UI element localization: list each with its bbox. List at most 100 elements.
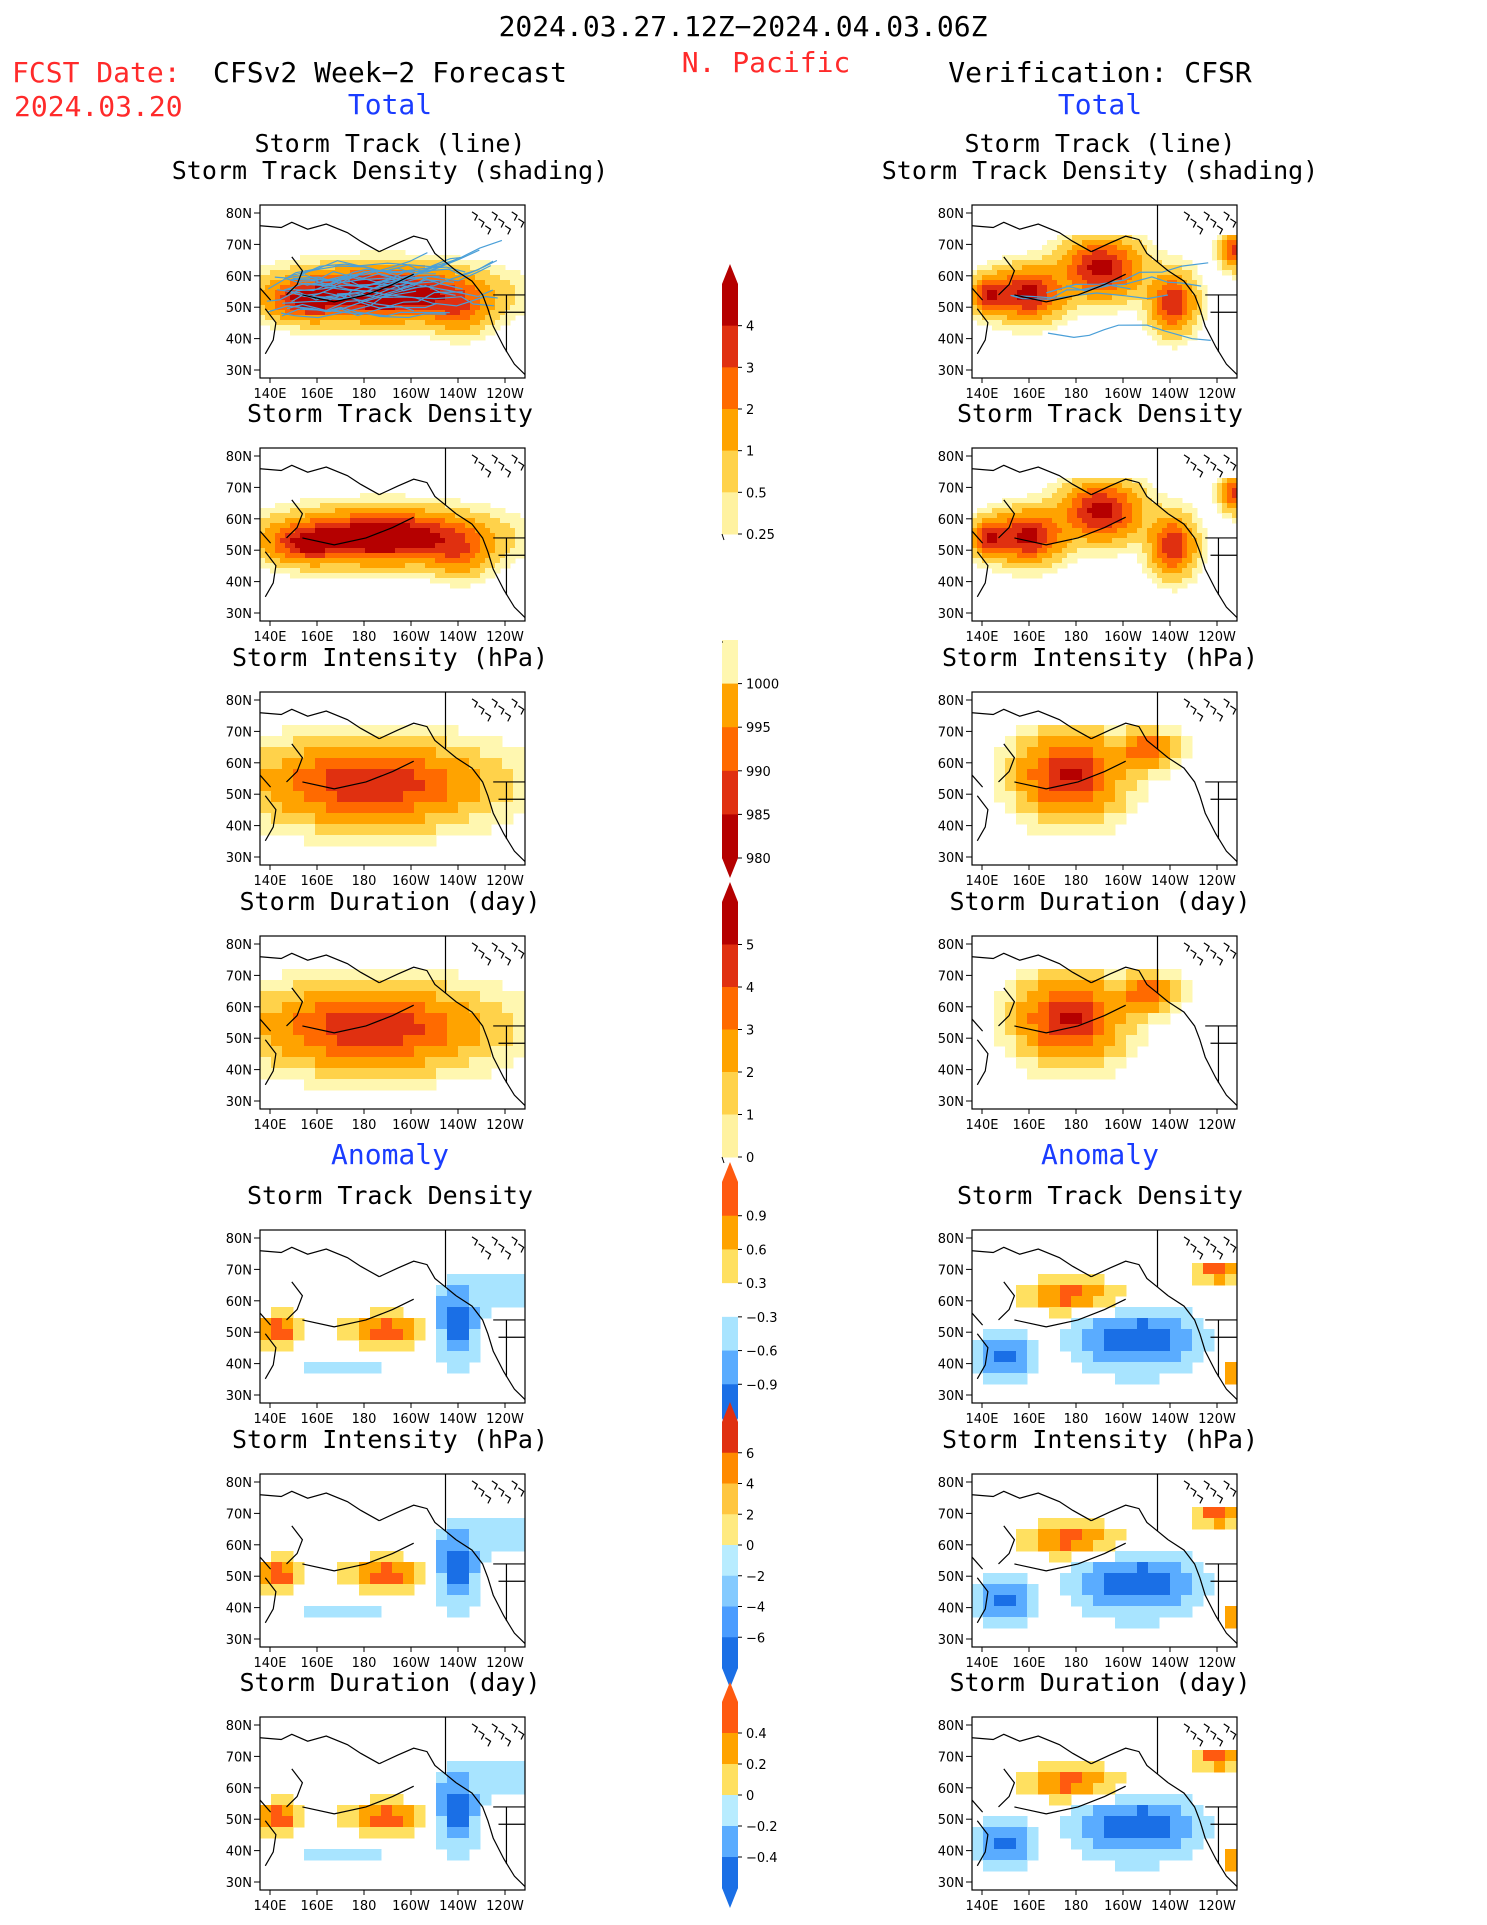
lon-tick-label: 180 — [352, 1118, 377, 1133]
coastline — [972, 205, 1237, 375]
lat-tick-label: 30N — [226, 1095, 252, 1110]
lat-tick-label: 50N — [226, 301, 252, 316]
lon-tick-label: 140E — [253, 1118, 286, 1133]
lat-tick-label: 60N — [226, 513, 252, 528]
lat-tick-label: 50N — [938, 1570, 964, 1585]
lat-tick-label: 80N — [226, 1719, 252, 1734]
lat-tick-label: 40N — [938, 1845, 964, 1860]
lat-tick-label: 80N — [226, 694, 252, 709]
shading — [260, 1518, 525, 1618]
lat-tick-label: 80N — [938, 207, 964, 222]
colorbar-label: −0.2 — [746, 1820, 778, 1835]
panel-title-line: Storm Duration (day) — [949, 1668, 1251, 1697]
map-area — [972, 1717, 1237, 1887]
lat-tick-label: 70N — [938, 238, 964, 253]
panel-title-line: Storm Track (line) — [964, 129, 1236, 158]
lon-tick-label: 180 — [352, 1412, 377, 1427]
panel-title-line: Storm Intensity (hPa) — [231, 1425, 549, 1454]
colorbar-label: −0.3 — [746, 1311, 778, 1326]
lon-tick-label: 160E — [1012, 1412, 1045, 1427]
colorbar-label: 6 — [746, 1447, 754, 1462]
shading — [972, 478, 1237, 594]
colorbar-label: 0.3 — [746, 1277, 767, 1292]
panel-title-duration-verification: Storm Duration (day) — [949, 888, 1250, 915]
colorbar-swatch — [722, 987, 738, 1030]
coastline — [260, 448, 525, 618]
lon-tick-label: 160E — [300, 1899, 333, 1914]
panel-title-anom-intensity-forecast: Storm Intensity (hPa) — [232, 1426, 548, 1453]
colorbar-top-arrow — [722, 1402, 738, 1422]
colorbar-label: −6 — [746, 1631, 765, 1646]
panel-title-line: Storm Track (line) — [254, 129, 526, 158]
map-area — [260, 1474, 525, 1644]
lon-tick-label: 140W — [1151, 874, 1189, 889]
lon-tick-label: 160E — [300, 387, 333, 402]
lon-tick-label: 120W — [486, 1412, 524, 1427]
panel-title-anom-duration-forecast: Storm Duration (day) — [239, 1669, 540, 1696]
lat-tick-label: 60N — [226, 757, 252, 772]
colorbar-swatch — [722, 1826, 738, 1858]
colorbar-bottom-arrow — [722, 858, 738, 878]
lat-tick-label: 80N — [226, 1232, 252, 1247]
lon-tick-label: 160W — [392, 387, 430, 402]
lat-tick-label: 50N — [226, 1813, 252, 1828]
map-frame — [259, 691, 526, 866]
lon-tick-label: 120W — [1198, 387, 1236, 402]
shading — [260, 725, 525, 847]
lon-tick-label: 140E — [965, 1899, 998, 1914]
colorbar-swatch — [722, 1483, 738, 1515]
lon-tick-label: 180 — [1064, 1656, 1089, 1671]
lon-tick-label: 140E — [965, 387, 998, 402]
colorbar-swatch — [722, 1182, 738, 1217]
lon-tick-label: 160E — [300, 874, 333, 889]
colorbar-swatch — [722, 367, 738, 410]
colorbar-top-arrow — [722, 1682, 738, 1702]
colorbar-swatch — [722, 1637, 738, 1669]
colorbar-label: 980 — [746, 852, 771, 867]
lon-tick-label: 140W — [439, 1118, 477, 1133]
colorbar-label: −0.9 — [746, 1378, 778, 1393]
colorbar-label: 2 — [746, 1508, 754, 1523]
lat-tick-label: 40N — [938, 820, 964, 835]
lon-tick-label: 180 — [1064, 387, 1089, 402]
lat-tick-label: 70N — [226, 1507, 252, 1522]
map-area — [260, 1717, 525, 1887]
colorbar-duration: 5 4 3 2 1 0 — [721, 882, 754, 1165]
lat-tick-label: 60N — [226, 1001, 252, 1016]
colorbar-intensity: 1000 995 990 985 980 — [722, 640, 779, 878]
lat-tick-label: 70N — [226, 1263, 252, 1278]
colorbar-top-arrow — [722, 882, 738, 902]
lat-tick-label: 40N — [938, 1602, 964, 1617]
lon-tick-label: 160E — [300, 1118, 333, 1133]
colorbar-swatch — [722, 1733, 738, 1765]
lon-tick-label: 120W — [486, 1899, 524, 1914]
colorbar-label: 2 — [746, 1066, 754, 1081]
lon-tick-label: 140W — [1151, 1118, 1189, 1133]
lon-tick-label: 160W — [1104, 1118, 1142, 1133]
map-area — [260, 692, 525, 862]
panel-title-anom-density-forecast: Storm Track Density — [247, 1182, 533, 1209]
lon-tick-label: 180 — [1064, 1412, 1089, 1427]
lon-tick-label: 180 — [352, 874, 377, 889]
lon-tick-label: 140E — [965, 1656, 998, 1671]
lon-tick-label: 160W — [1104, 387, 1142, 402]
panel-title-line: Storm Track Density (shading) — [171, 156, 609, 185]
valid-period: 2024.03.27.12Z−2024.04.03.06Z — [498, 10, 988, 43]
colorbar-swatch — [722, 1795, 738, 1827]
panel-title-line: Storm Intensity (hPa) — [941, 1425, 1259, 1454]
lat-tick-label: 60N — [226, 1782, 252, 1797]
lon-tick-label: 160W — [392, 1656, 430, 1671]
lon-tick-label: 160E — [1012, 1118, 1045, 1133]
lat-tick-label: 30N — [938, 851, 964, 866]
fcst-date-value: 2024.03.20 — [14, 90, 183, 123]
lon-tick-label: 140W — [439, 630, 477, 645]
lon-tick-label: 160W — [1104, 1899, 1142, 1914]
colorbar-label: 1 — [746, 445, 754, 460]
lat-tick-label: 30N — [226, 1633, 252, 1648]
map-frame — [259, 1716, 526, 1891]
shading — [994, 725, 1193, 836]
shading — [260, 1274, 525, 1374]
coastline — [260, 1717, 525, 1887]
colorbar-swatch — [722, 450, 738, 493]
